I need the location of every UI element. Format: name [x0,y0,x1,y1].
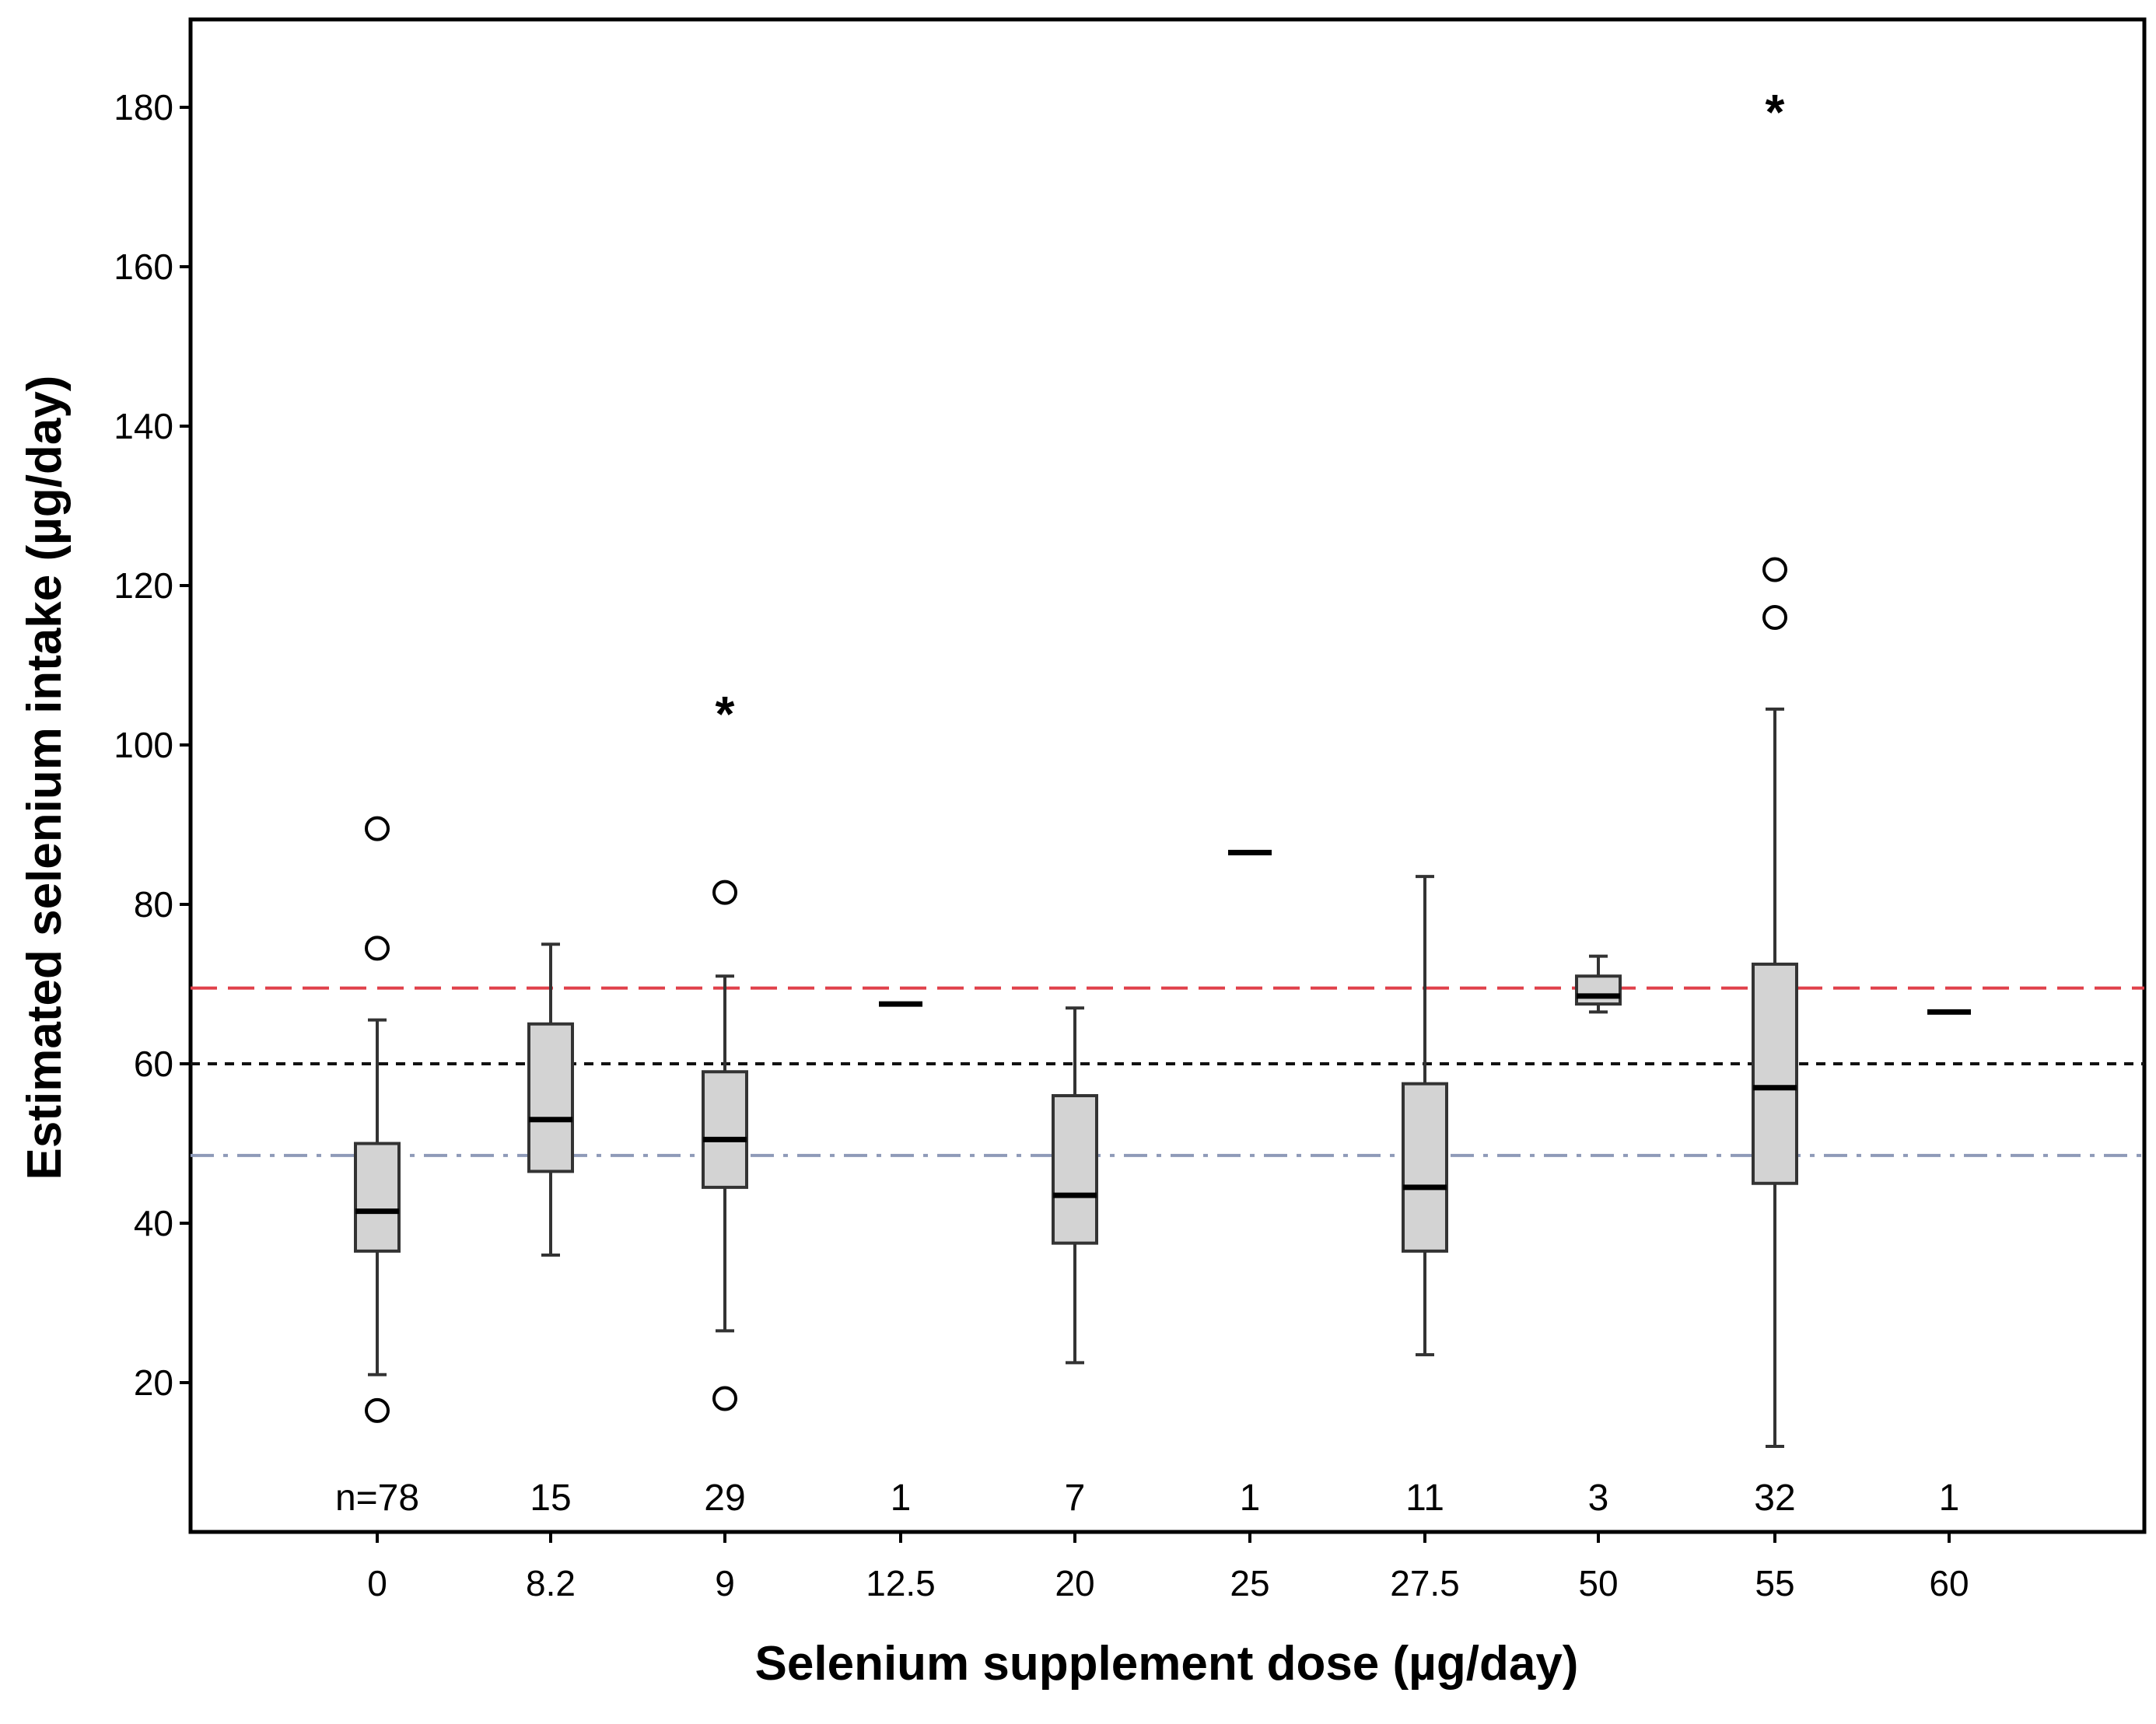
box-group-8_2 [527,942,574,1257]
y-tick-label: 80 [134,884,173,925]
box-group-27_5 [1402,875,1448,1357]
x-tick-label: 55 [1755,1563,1794,1603]
plot-frame [188,17,2147,1534]
x-tick-label: 50 [1578,1563,1618,1603]
extreme-point: * [1766,84,1785,140]
outlier-point [1762,605,1787,630]
count-label: 1 [1240,1477,1261,1519]
x-axis: 0 8.2 9 12.5 20 25 27.5 50 55 60 [367,1532,1969,1603]
x-tick-label: 25 [1230,1563,1269,1603]
reference-lines [191,986,2144,1157]
box-group-9: * [702,686,748,1411]
count-label: 3 [1588,1477,1609,1519]
outlier-point [365,935,390,961]
box-body [1052,1094,1098,1245]
y-tick-label: 180 [114,87,173,128]
box-body [1402,1082,1448,1253]
x-tick-label: 0 [367,1563,387,1603]
x-tick-label: 60 [1929,1563,1969,1603]
x-tick-label: 27.5 [1390,1563,1460,1603]
sample-counts: n=78 15 29 1 7 1 11 3 32 1 [335,1477,1959,1519]
y-tick-label: 20 [134,1362,173,1403]
outlier-point [365,816,390,841]
count-label: 7 [1065,1477,1086,1519]
y-tick-label: 140 [114,406,173,446]
y-tick-label: 120 [114,565,173,606]
count-label: 11 [1405,1477,1444,1519]
outlier-point [712,879,737,905]
count-label: 1 [891,1477,912,1519]
count-label: 1 [1939,1477,1960,1519]
y-tick-label: 40 [134,1203,173,1243]
box-group-50 [1575,954,1622,1014]
y-tick-label: 60 [134,1044,173,1084]
x-tick-label: 9 [715,1563,735,1603]
extreme-point: * [716,686,735,742]
y-axis: 20 40 60 80 100 120 140 160 180 [114,87,191,1403]
y-tick-label: 160 [114,247,173,287]
y-axis-title: Estimated selenium intake (µg/day) [18,376,72,1180]
x-tick-label: 8.2 [526,1563,576,1603]
box-group-0 [354,816,401,1423]
count-label: 32 [1754,1477,1795,1519]
outlier-point [1762,557,1787,582]
box-body [1575,974,1622,1006]
box-body [354,1142,401,1253]
x-axis-title: Selenium supplement dose (µg/day) [755,1637,1579,1691]
box-body [1752,962,1798,1185]
box-body [702,1070,748,1189]
x-tick-label: 12.5 [866,1563,936,1603]
box-body [527,1022,574,1173]
x-tick-label: 20 [1055,1563,1094,1603]
count-label: 29 [704,1477,745,1519]
box-group-55: * [1752,84,1798,1448]
y-tick-label: 100 [114,725,173,765]
outlier-point [712,1386,737,1411]
boxes: ** [354,84,1971,1448]
count-label: 15 [530,1477,571,1519]
box-group-20 [1052,1006,1098,1365]
outlier-point [365,1397,390,1423]
count-label: n=78 [335,1477,419,1519]
